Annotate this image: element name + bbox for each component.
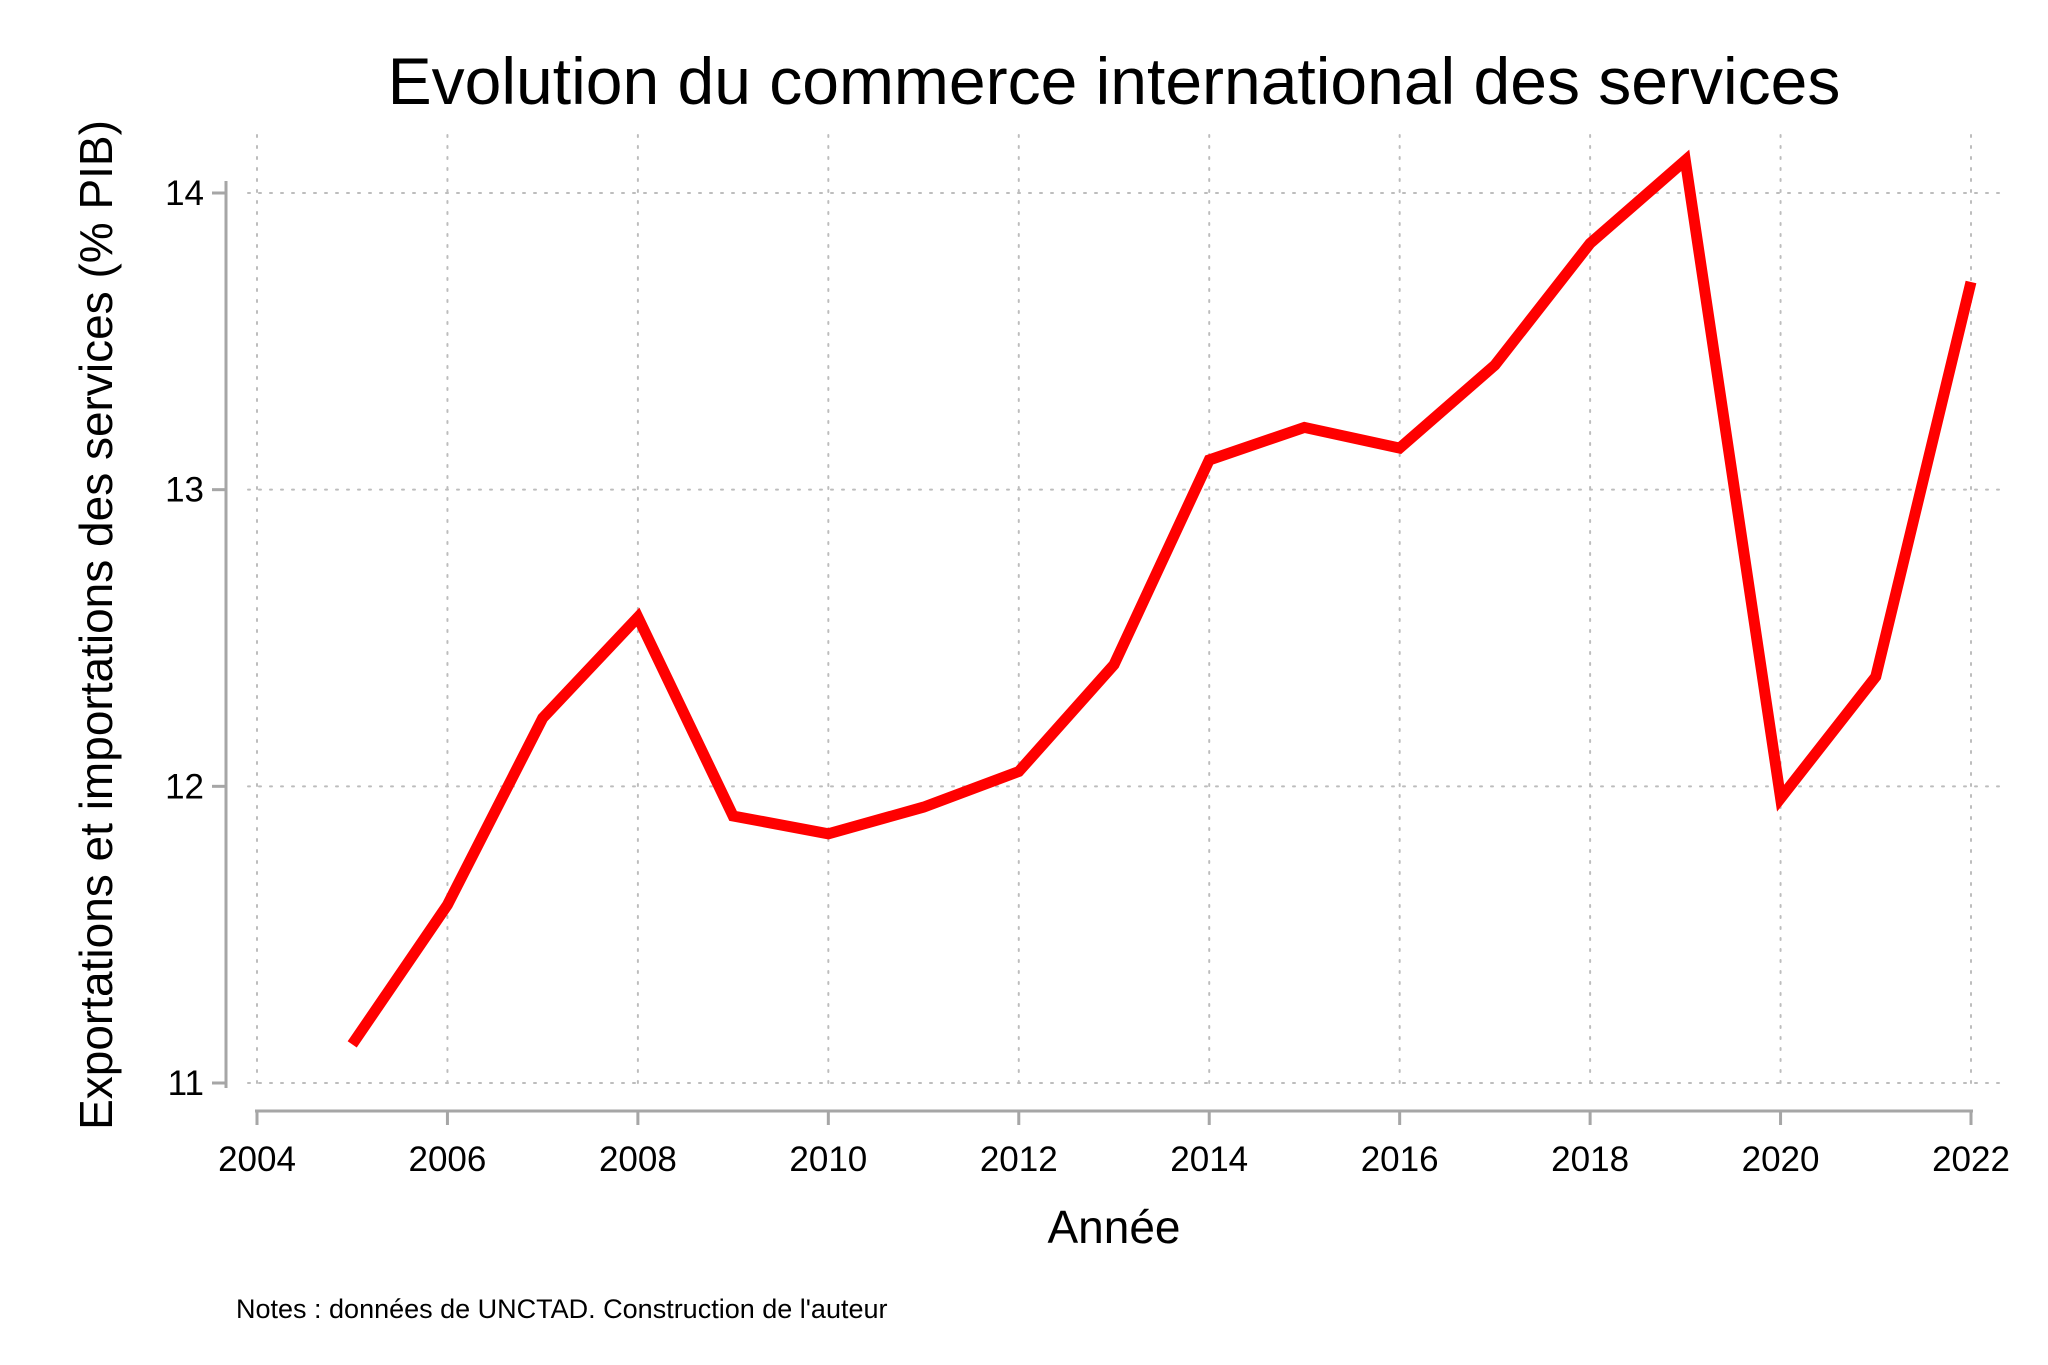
y-tick-label: 13 (165, 471, 204, 510)
y-gridlines (247, 192, 2009, 1084)
x-tick-label: 2020 (1742, 1140, 1820, 1179)
series-layer (347, 149, 1977, 1048)
x-tick-label: 2014 (1170, 1140, 1248, 1179)
x-axis-title: Année (1047, 1201, 1180, 1253)
chart-note: Notes : données de UNCTAD. Construction … (236, 1294, 887, 1324)
x-tick-label: 2016 (1361, 1140, 1439, 1179)
x-tick-label: 2018 (1551, 1140, 1629, 1179)
y-axis-title: Exportations et importations des service… (70, 120, 122, 1130)
y-tick-label: 11 (168, 1064, 204, 1103)
y-tick-label: 12 (165, 767, 204, 806)
x-tick-label: 2012 (980, 1140, 1058, 1179)
x-gridlines (256, 134, 1972, 1090)
x-axis-ticks: 2004 2006 2008 2010 2012 2014 2016 2018 2020 2022 (218, 1111, 2010, 1179)
x-tick-label: 2010 (789, 1140, 867, 1179)
y-axis-ticks: 11 12 13 14 (165, 174, 226, 1103)
series-line (347, 149, 1977, 1048)
chart-title: Evolution du commerce international des … (388, 44, 1841, 118)
x-tick-label: 2006 (409, 1140, 487, 1179)
x-tick-label: 2004 (218, 1140, 296, 1179)
x-tick-label: 2008 (599, 1140, 677, 1179)
x-tick-label: 2022 (1932, 1140, 2010, 1179)
y-tick-label: 14 (165, 174, 204, 213)
